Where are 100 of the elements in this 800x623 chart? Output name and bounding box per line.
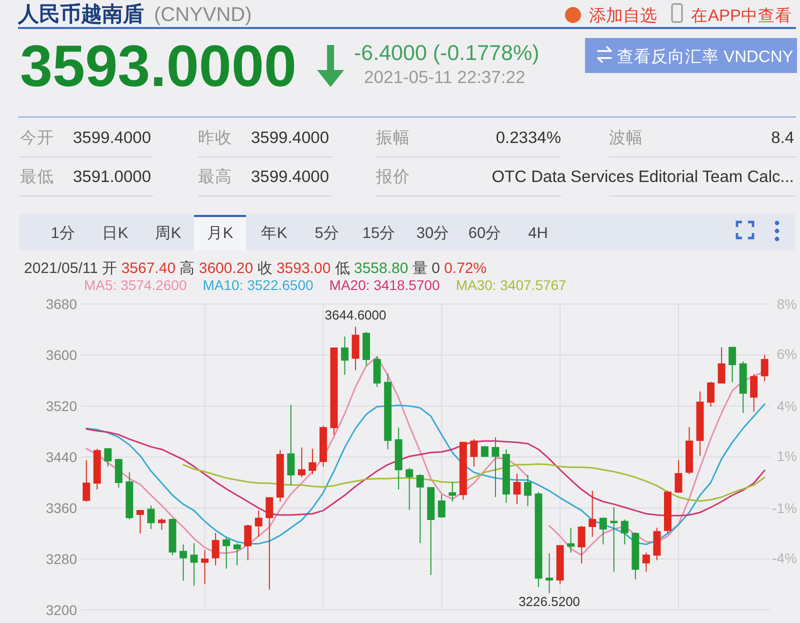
text: 3593.0000 [20, 34, 297, 99]
text: 2021/05/11 开 3567.40 高 3600.20 收 3593.00 低 3558.80 量 0 0.72% [24, 260, 487, 277]
text: 0.2334% [496, 129, 562, 147]
text: 今开 [20, 129, 54, 147]
text: MA30: 3407.5767 [456, 277, 567, 293]
candlestick [588, 490, 596, 538]
candlestick [373, 356, 381, 388]
y-tick-label: 3600 [46, 347, 78, 363]
text: 3599.4000 [251, 129, 329, 147]
candlestick [244, 524, 252, 561]
candlestick [760, 354, 768, 382]
y-tick-label: 3440 [46, 449, 78, 465]
y-tick-label: 3520 [46, 398, 78, 414]
text: 昨收 [198, 129, 232, 147]
y2-tick-label: -1% [772, 500, 797, 516]
text: 最低 [20, 168, 54, 186]
candlestick [578, 525, 586, 564]
text: 60分 [468, 225, 502, 242]
candlestick [427, 487, 435, 576]
candlestick [513, 473, 521, 505]
candlestick [620, 518, 628, 545]
candlestick [448, 481, 456, 502]
y-tick-label: 3680 [46, 296, 78, 312]
candlestick [599, 517, 607, 545]
candlestick [480, 446, 488, 458]
candlestick [287, 404, 295, 486]
text: 5分 [314, 225, 340, 242]
line-series [86, 403, 766, 546]
text: 30分 [416, 225, 450, 242]
text: 月K [206, 225, 234, 242]
text: 最高 [198, 167, 232, 186]
text: MA20: 3418.5700 [329, 277, 440, 293]
candlestick [438, 494, 446, 518]
candlestick [416, 474, 424, 544]
candlestick [718, 346, 726, 384]
candlestick [104, 448, 112, 468]
title: 人民币越南盾 [18, 3, 144, 26]
candlestick [254, 510, 262, 538]
candlestick [168, 518, 176, 556]
y-tick-label: 3360 [46, 500, 78, 516]
candlestick [308, 448, 316, 475]
candlestick [642, 552, 650, 572]
candlestick [212, 532, 220, 566]
candlestick [330, 347, 338, 436]
candlestick [406, 467, 414, 510]
candlestick [352, 326, 360, 371]
candlestick [653, 527, 661, 561]
y2-tick-label: 4% [776, 398, 797, 414]
candlestick [82, 460, 90, 502]
y2-tick-label: -4% [772, 550, 797, 566]
candlestick [707, 381, 715, 408]
text: 振幅 [376, 129, 410, 147]
annotation: 3226.5200 [518, 594, 580, 610]
y2-tick-label: 6% [776, 346, 797, 362]
annotation: 3644.6000 [324, 308, 386, 323]
text: 年K [260, 225, 288, 242]
candlestick [556, 545, 564, 584]
text: 报价 [375, 168, 410, 186]
candlestick [664, 490, 672, 534]
text: 8.4 [771, 129, 794, 147]
text: 2021-05-11 22:37:22 [364, 67, 526, 87]
candlestick [739, 360, 747, 414]
candlestick [201, 550, 209, 584]
text: 3599.4000 [251, 168, 329, 186]
candlestick [632, 532, 640, 580]
candlestick [180, 544, 188, 582]
text: 波幅 [609, 129, 643, 147]
candlestick [266, 496, 274, 590]
candlestick [610, 506, 618, 572]
candlestick [93, 448, 101, 490]
candlestick [319, 425, 327, 468]
text: 周K [154, 225, 182, 242]
candlestick [126, 472, 134, 520]
candlestick [298, 446, 306, 478]
candlestick [158, 518, 166, 530]
y-tick-label: 3200 [46, 602, 78, 618]
candlestick [233, 542, 241, 566]
candlestick [686, 426, 693, 475]
y-tick-label: 3280 [46, 551, 78, 567]
candlestick [341, 336, 348, 376]
text: 在APP中查看 [691, 6, 792, 25]
candlestick [750, 374, 758, 412]
candlestick [696, 390, 704, 456]
candlestick [674, 460, 682, 494]
text: 查看反向汇率 VNDCNY [617, 47, 794, 66]
line-series [182, 463, 766, 502]
y2-tick-label: 8% [776, 296, 797, 312]
candlestick [459, 441, 467, 500]
text: 3591.0000 [73, 168, 151, 186]
candlestick [394, 427, 402, 490]
candlestick [136, 509, 144, 534]
text: OTC Data Services Editorial Team Calc... [492, 168, 794, 186]
candlestick [147, 504, 155, 530]
candlestick [492, 436, 500, 498]
candlestick [222, 536, 230, 570]
candlestick [470, 438, 478, 468]
text: -6.4000 (-0.1778%) [354, 41, 540, 65]
text: 4H [528, 225, 548, 242]
text: MA10: 3522.6500 [202, 277, 314, 293]
y2-tick-label: 1% [776, 448, 797, 464]
